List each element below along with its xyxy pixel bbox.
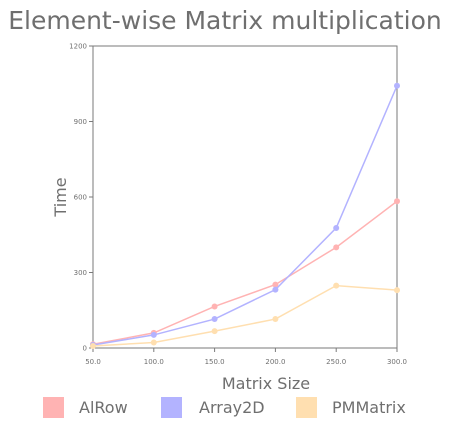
x-tick-label: 50.0	[85, 358, 101, 366]
legend-label-alrow: AlRow	[79, 398, 128, 417]
x-axis-label: Matrix Size	[222, 374, 310, 393]
y-tick-label: 300	[74, 269, 87, 277]
legend-label-array2d: Array2D	[199, 398, 265, 417]
x-tick-label: 300.0	[387, 358, 407, 366]
chart-title: Element-wise Matrix multiplication	[8, 6, 442, 35]
series-line-array2d	[92, 85, 398, 346]
x-axis: 50.0 100.0 150.0 200.0 250.0 300.0	[85, 348, 407, 366]
legend-swatch-array2d	[161, 397, 182, 418]
y-tick-label: 1200	[69, 43, 87, 51]
y-tick-label: 900	[74, 118, 87, 126]
data-point-pmmatrix	[90, 342, 96, 349]
x-tick-label: 150.0	[205, 358, 225, 366]
y-tick-label: 600	[74, 194, 87, 202]
data-point-pmmatrix	[333, 282, 340, 289]
x-tick-label: 250.0	[326, 358, 346, 366]
data-point-alrow	[333, 244, 340, 251]
data-point-pmmatrix	[272, 316, 279, 323]
data-point-array2d	[333, 224, 340, 231]
data-point-array2d	[394, 82, 400, 89]
y-axis: 0 300 600 900 1200	[69, 43, 93, 353]
data-point-alrow	[394, 198, 400, 205]
y-axis-label: Time	[51, 177, 70, 217]
legend-swatch-alrow	[43, 397, 64, 418]
data-point-alrow	[211, 303, 218, 310]
x-tick-label: 200.0	[265, 358, 285, 366]
plot-frame	[92, 45, 398, 349]
data-point-array2d	[211, 316, 218, 323]
data-point-alrow	[272, 281, 279, 288]
series-line-pmmatrix	[92, 284, 398, 347]
data-point-array2d	[272, 286, 279, 293]
legend-swatch-pmmatrix	[296, 397, 317, 418]
data-point-array2d	[150, 331, 157, 338]
y-tick-label: 0	[83, 345, 87, 353]
series-layer	[90, 82, 400, 349]
series-line-alrow	[92, 200, 398, 345]
data-point-pmmatrix	[211, 328, 218, 335]
legend-label-pmmatrix: PMMatrix	[332, 398, 406, 417]
data-point-pmmatrix	[150, 339, 157, 346]
data-point-pmmatrix	[394, 287, 400, 294]
x-tick-label: 100.0	[144, 358, 164, 366]
legend: AlRow Array2D PMMatrix	[43, 397, 406, 418]
